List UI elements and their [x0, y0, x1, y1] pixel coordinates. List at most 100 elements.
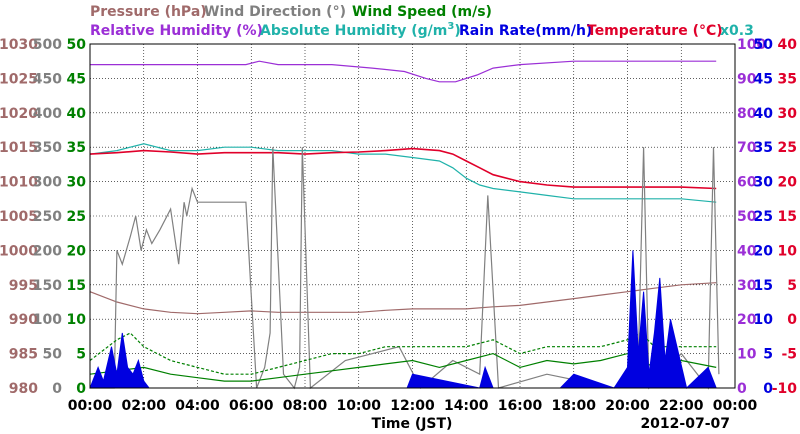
y-tick-rain-rate: 20: [754, 243, 774, 259]
y-tick-pressure: 1010: [0, 175, 38, 191]
y-tick-wind-direction: 500: [33, 37, 62, 53]
y-tick-pressure: 1015: [0, 140, 38, 156]
y-tick-pressure: 980: [9, 381, 38, 397]
legend-multiplier: x0.3: [720, 23, 754, 39]
y-tick-wind-speed: 25: [67, 209, 86, 225]
y-tick-rain-rate: 35: [754, 140, 773, 156]
y-tick-relative-humidity: 60: [737, 175, 757, 191]
y-tick-wind-speed: 30: [67, 175, 87, 191]
x-tick-label: 18:00: [551, 398, 596, 414]
x-axis-ticks: 00:00 02:00 04:00 06:00 08:00 10:00 12:00 14:00…: [68, 398, 758, 414]
y-tick-pressure: 985: [9, 347, 38, 363]
y-tick-relative-humidity: 0: [737, 381, 747, 397]
y-tick-relative-humidity: 50: [737, 209, 757, 225]
y-tick-rain-rate: 40: [754, 106, 774, 122]
x-tick-label: 02:00: [121, 398, 166, 414]
y-tick-pressure: 990: [9, 312, 38, 328]
y-tick-rain-rate: 0: [763, 381, 773, 397]
legend-wind-direction: Wind Direction (°): [204, 4, 346, 20]
legend-relative-humidity: Relative Humidity (%): [90, 23, 263, 39]
x-tick-label: 06:00: [229, 398, 274, 414]
y-tick-temperature: 0: [787, 312, 797, 328]
y-tick-temperature: 5: [787, 278, 797, 294]
legend-wind-speed: Wind Speed (m/s): [352, 4, 492, 20]
y-tick-temperature: 10: [778, 243, 798, 259]
legend-absolute-humidity-prefix: Absolute Humidity (g/m: [260, 23, 447, 39]
y-tick-wind-speed: 35: [67, 140, 86, 156]
x-tick-label: 08:00: [283, 398, 328, 414]
y-tick-temperature: 15: [778, 209, 797, 225]
series-pressure: [89, 282, 717, 315]
y-tick-pressure: 995: [9, 278, 38, 294]
x-tick-label: 14:00: [444, 398, 489, 414]
x-tick-label: 20:00: [605, 398, 650, 414]
x-tick-label: 16:00: [498, 398, 543, 414]
y-tick-wind-speed: 5: [76, 347, 86, 363]
legend-absolute-humidity-suffix: ): [454, 23, 460, 39]
x-tick-label: 04:00: [175, 398, 220, 414]
y-tick-wind-direction: 0: [52, 381, 62, 397]
y-tick-rain-rate: 50: [754, 37, 774, 53]
y-tick-rain-rate: 30: [754, 175, 774, 191]
legend-temperature: Temperature (°C): [587, 23, 723, 39]
x-tick-label: 00:00: [68, 398, 113, 414]
y-tick-relative-humidity: 40: [737, 243, 757, 259]
x-tick-label: 00:00: [713, 398, 758, 414]
series-absolute-humidity: [89, 143, 717, 203]
y-tick-rain-rate: 10: [754, 312, 774, 328]
y-tick-relative-humidity: 10: [737, 347, 757, 363]
y-tick-wind-direction: 100: [33, 312, 62, 328]
y-tick-wind-speed: 50: [67, 37, 87, 53]
y-tick-wind-direction: 450: [33, 71, 62, 87]
y-tick-wind-speed: 45: [67, 71, 86, 87]
y-tick-wind-direction: 400: [33, 106, 62, 122]
y-tick-wind-direction: 250: [33, 209, 62, 225]
y-tick-relative-humidity: 70: [737, 140, 757, 156]
y-tick-pressure: 1000: [0, 243, 38, 259]
y-tick-rain-rate: 45: [754, 71, 773, 87]
series-wind-speed-gust: [89, 332, 717, 375]
y-tick-pressure: 1025: [0, 71, 38, 87]
y-tick-relative-humidity: 90: [737, 71, 757, 87]
x-axis-label: Time (JST): [372, 416, 453, 432]
y-tick-temperature: -5: [781, 347, 797, 363]
series-wind-speed: [89, 352, 717, 382]
y-tick-pressure: 1030: [0, 37, 38, 53]
y-tick-rain-rate: 5: [763, 347, 773, 363]
y-tick-relative-humidity: 100: [737, 37, 766, 53]
y-tick-pressure: 1005: [0, 209, 38, 225]
y-tick-rain-rate: 15: [754, 278, 773, 294]
y-tick-temperature: 30: [778, 106, 798, 122]
y-tick-wind-direction: 200: [33, 243, 62, 259]
y-tick-wind-direction: 300: [33, 175, 62, 191]
y-tick-wind-direction: 50: [43, 347, 63, 363]
grid: [90, 44, 735, 388]
y-tick-pressure: 1020: [0, 106, 38, 122]
legend-absolute-humidity-sup: 3: [447, 21, 454, 32]
plot-frame: [89, 43, 736, 389]
y-tick-relative-humidity: 20: [737, 312, 757, 328]
y-tick-temperature: -10: [772, 381, 798, 397]
legend-pressure: Pressure (hPa): [90, 4, 207, 20]
y-tick-wind-direction: 150: [33, 278, 62, 294]
y-tick-rain-rate: 25: [754, 209, 773, 225]
y-axis-ticks: 1030102510201015101010051000995990985980…: [0, 37, 797, 397]
y-tick-wind-speed: 40: [67, 106, 87, 122]
x-tick-label: 22:00: [659, 398, 704, 414]
y-tick-relative-humidity: 30: [737, 278, 757, 294]
y-tick-wind-speed: 0: [76, 381, 86, 397]
y-tick-relative-humidity: 80: [737, 106, 757, 122]
y-tick-wind-speed: 15: [67, 278, 86, 294]
x-tick-label: 12:00: [390, 398, 435, 414]
y-tick-temperature: 40: [778, 37, 798, 53]
y-tick-wind-direction: 350: [33, 140, 62, 156]
date-label: 2012-07-07: [640, 416, 730, 432]
series-relative-humidity: [90, 60, 717, 83]
y-tick-wind-speed: 20: [67, 243, 87, 259]
y-tick-temperature: 35: [778, 71, 797, 87]
y-tick-temperature: 20: [778, 175, 798, 191]
series-temperature: [89, 147, 717, 190]
y-tick-temperature: 25: [778, 140, 797, 156]
y-tick-wind-speed: 10: [67, 312, 87, 328]
